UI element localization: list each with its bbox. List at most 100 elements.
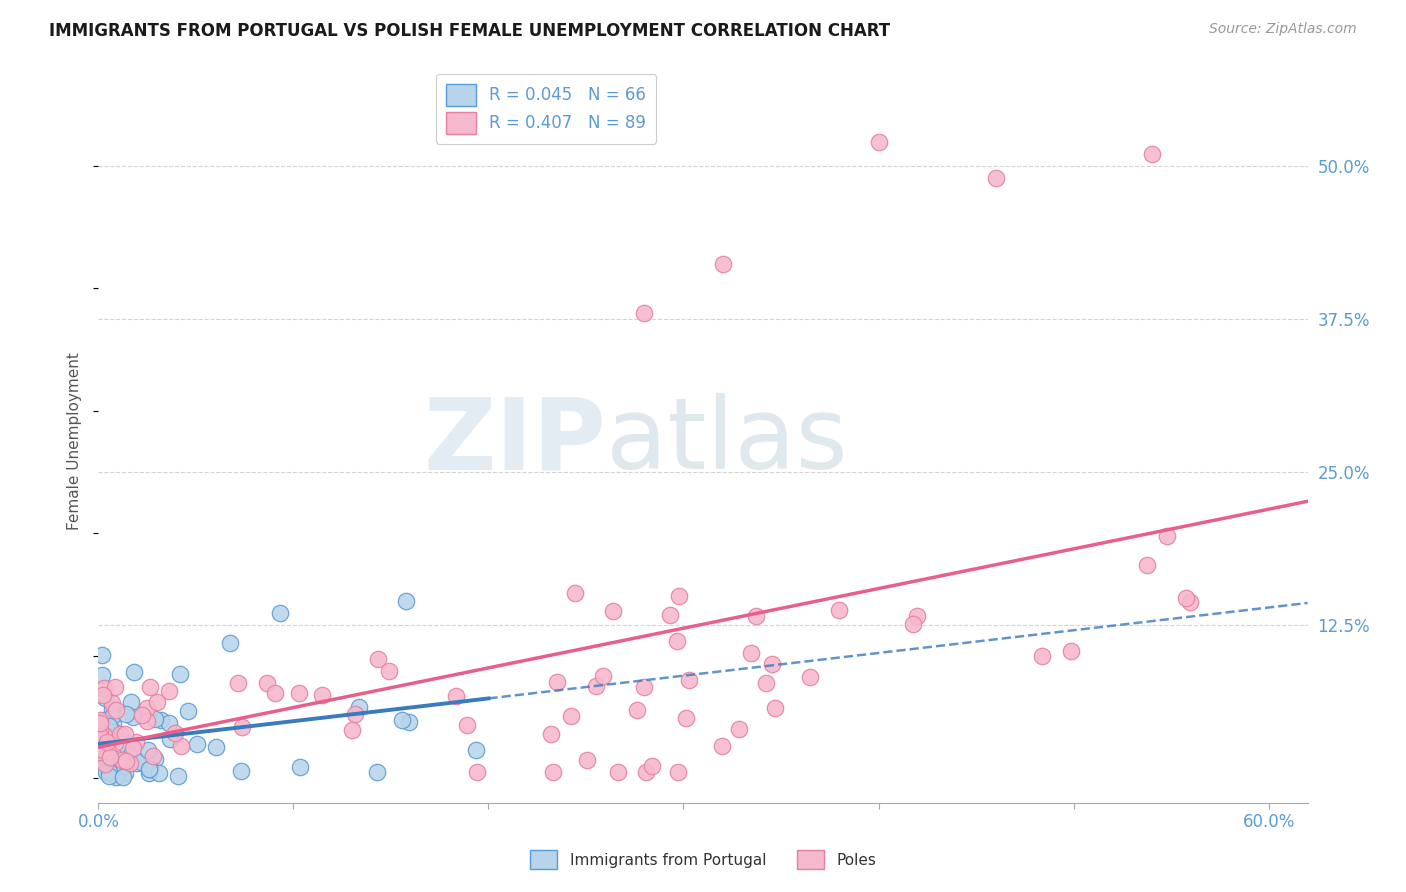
Point [122,665,145,679]
Point [828,603,851,617]
Point [107,738,129,752]
Point [104,736,127,750]
Point [104,747,127,761]
Point [366,764,388,779]
Point [263,686,285,700]
Point [114,765,136,780]
Point [98,769,121,783]
Y-axis label: Female Unemployment: Female Unemployment [67,352,83,531]
Point [135,714,157,729]
Point [456,718,478,732]
Point [89,716,111,731]
Point [117,747,139,762]
Point [93,749,115,764]
Point [799,670,821,684]
Point [761,657,783,671]
Legend: R = 0.045   N = 66, R = 0.407   N = 89: R = 0.045 N = 66, R = 0.407 N = 89 [436,74,657,144]
Point [1156,529,1178,543]
Point [139,762,162,776]
Point [626,703,648,717]
Point [148,766,170,780]
Point [120,695,142,709]
Point [105,766,128,780]
Point [93,728,115,742]
Point [256,676,278,690]
Point [101,716,124,731]
Point [111,753,134,767]
Point [398,715,420,730]
Point [89,723,111,738]
Point [659,608,682,623]
Point [97,719,120,733]
Point [163,726,186,740]
Point [219,635,242,649]
Point [1180,594,1202,608]
Point [167,769,190,783]
Point [91,742,114,756]
Point [104,681,127,695]
Point [1136,558,1159,572]
Point [546,674,568,689]
Point [89,713,111,727]
Point [575,753,598,767]
Point [269,606,291,620]
Point [139,680,162,694]
Point [378,665,401,679]
Point [177,704,200,718]
Point [91,668,114,682]
Point [91,744,114,758]
Point [343,707,366,722]
Point [101,702,124,716]
Point [367,652,389,666]
Point [89,729,111,743]
Point [138,742,160,756]
Point [675,711,697,725]
Point [641,759,664,773]
Point [146,695,169,709]
Point [170,739,193,753]
Point [229,764,252,779]
Point [666,634,689,648]
Point [93,713,115,727]
Point [159,731,181,746]
Text: IMMIGRANTS FROM PORTUGAL VS POLISH FEMALE UNEMPLOYMENT CORRELATION CHART: IMMIGRANTS FROM PORTUGAL VS POLISH FEMAL… [49,22,890,40]
Point [668,589,690,603]
Point [122,741,145,756]
Point [391,713,413,727]
Text: Source: ZipAtlas.com: Source: ZipAtlas.com [1209,22,1357,37]
Point [728,722,751,736]
Point [540,726,562,740]
Point [114,727,136,741]
Point [96,735,118,749]
Point [868,135,890,149]
Point [94,723,117,738]
Point [112,759,135,773]
Point [125,756,148,770]
Point [592,669,614,683]
Point [108,726,131,740]
Point [1175,591,1198,605]
Point [678,673,700,687]
Point [112,770,135,784]
Point [91,648,114,663]
Point [135,701,157,715]
Point [186,737,208,751]
Point [138,762,160,776]
Point [745,608,768,623]
Point [98,751,121,765]
Point [105,730,128,744]
Point [98,765,121,780]
Point [288,759,311,773]
Point [104,770,127,784]
Point [94,722,117,736]
Point [89,745,111,759]
Point [93,681,115,695]
Point [1140,146,1163,161]
Point [143,751,166,765]
Point [91,748,114,763]
Point [142,748,165,763]
Point [108,748,131,763]
Text: atlas: atlas [606,393,848,490]
Point [94,757,117,772]
Point [150,713,173,727]
